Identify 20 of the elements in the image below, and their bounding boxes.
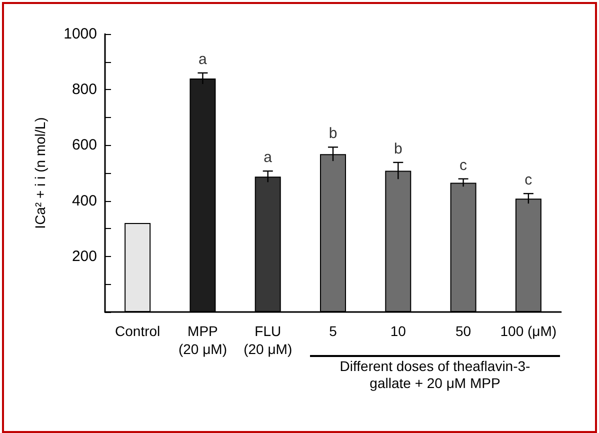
annotation: a — [264, 149, 273, 166]
x-tick-label: 10 — [390, 323, 406, 339]
y-axis-title: ICa² + i i (n mol/L) — [32, 117, 48, 229]
annotation: b — [394, 140, 402, 158]
x-tick-label: 5 — [329, 323, 338, 339]
y-tick-label: 200 — [72, 248, 97, 265]
y-tick-label: 400 — [72, 192, 97, 210]
annotation: a — [198, 50, 208, 68]
x-tick-label: Control — [115, 323, 160, 339]
x-axis-title: Different doses of theaflavin-3-gallate + 20 μM MPP — [338, 357, 532, 392]
y-tick-label: 600 — [72, 136, 97, 154]
annotation: b — [328, 125, 338, 142]
x-tick-label: MPP (20 μM) — [178, 323, 227, 357]
x-tick-label: 100 (μM) — [500, 323, 557, 339]
annotation: c — [524, 172, 533, 189]
x-tick-label: 50 — [455, 323, 472, 339]
y-tick-label: 800 — [72, 81, 97, 98]
annotation: c — [460, 156, 468, 174]
x-tick-label: FLU (20 μM) — [244, 323, 292, 357]
y-tick-label: 1000 — [64, 26, 97, 42]
